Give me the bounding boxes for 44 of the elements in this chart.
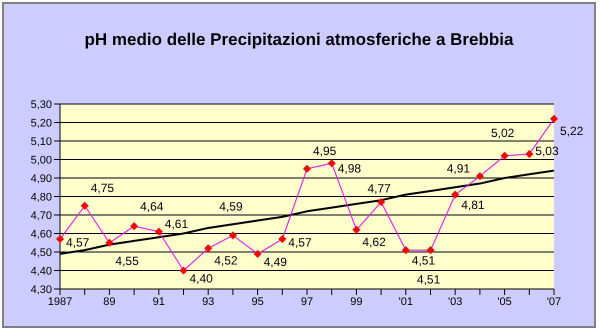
x-tick-label: 1987 <box>48 296 72 308</box>
data-label: 4,40 <box>190 272 214 286</box>
y-tick-label: 4,70 <box>30 210 52 222</box>
x-tick-label: '03 <box>448 296 462 308</box>
data-label: 4,91 <box>446 161 470 176</box>
data-label: 4,49 <box>264 255 288 270</box>
x-tick-label: 97 <box>300 296 314 308</box>
y-tick-label: 4,50 <box>30 246 52 259</box>
data-label: 4,95 <box>313 144 337 158</box>
y-tick-label: 5,30 <box>30 98 52 111</box>
data-label: 5,02 <box>491 126 515 140</box>
x-tick-label: '01 <box>398 296 413 308</box>
y-tick-label: 4,80 <box>30 191 52 204</box>
data-label: 5,03 <box>535 144 559 158</box>
y-tick-label: 4,60 <box>30 228 52 240</box>
y-tick-label: 4,30 <box>30 284 52 296</box>
data-label: 4,61 <box>164 216 188 231</box>
data-label: 4,64 <box>140 199 164 214</box>
y-tick-label: 4,90 <box>30 172 52 185</box>
data-label: 4,77 <box>368 181 392 196</box>
data-label: 4,62 <box>362 235 386 249</box>
x-tick-label: 95 <box>251 296 264 308</box>
data-label: 4,98 <box>338 161 362 176</box>
data-label: 4,55 <box>115 254 140 268</box>
data-label: 4,51 <box>412 253 436 268</box>
data-label: 4,81 <box>461 198 485 212</box>
x-tick-label: 93 <box>202 296 214 308</box>
y-tick-label: 5,00 <box>30 154 52 166</box>
y-tick-label: 5,20 <box>30 117 52 130</box>
y-tick-label: 5,10 <box>30 136 52 148</box>
x-tick-label: '07 <box>546 296 562 308</box>
data-label: 4,57 <box>288 235 312 250</box>
x-tick-label: '05 <box>497 296 512 308</box>
data-label: 4,52 <box>214 254 238 268</box>
data-label: 4,51 <box>416 272 441 286</box>
chart-title: pH medio delle Precipitazioni atmosferiche a Brebbia <box>84 30 514 50</box>
x-tick-label: 89 <box>103 296 116 308</box>
x-tick-label: 91 <box>152 296 165 308</box>
data-label: 4,59 <box>219 200 243 214</box>
x-tick-label: 99 <box>350 296 363 308</box>
data-label: 4,57 <box>66 235 90 250</box>
data-label: 4,75 <box>90 180 114 195</box>
data-label: 5,22 <box>560 124 584 138</box>
y-tick-label: 4,40 <box>30 265 52 278</box>
